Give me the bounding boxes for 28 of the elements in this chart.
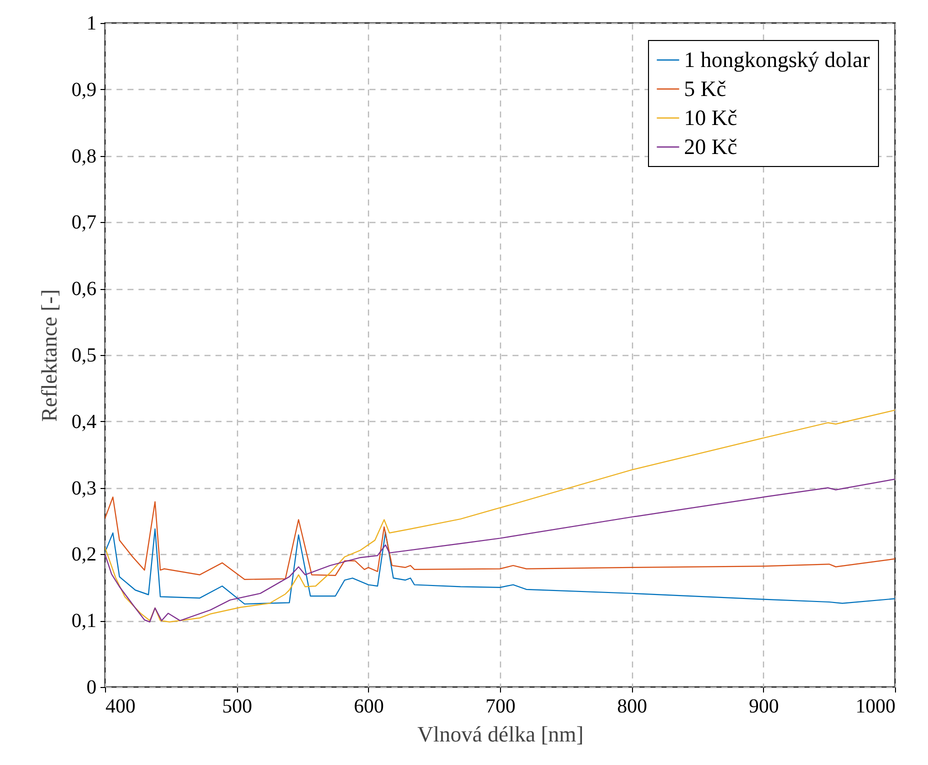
- x-tick-label: 700: [486, 696, 516, 718]
- x-tick-label: 500: [222, 696, 252, 718]
- legend-label: 10 Kč: [684, 105, 738, 130]
- line-series: [105, 478, 895, 622]
- x-tick-label: 1000: [856, 696, 896, 718]
- y-tick-label: 0,8: [72, 145, 96, 168]
- legend-label: 20 Kč: [684, 134, 738, 159]
- y-tick-label: 0: [86, 676, 96, 698]
- line-series: [105, 410, 895, 622]
- x-tick-label: 800: [617, 696, 648, 718]
- x-axis-title: Vlnová délka [nm]: [417, 722, 584, 746]
- x-tick-label: 400: [106, 696, 136, 718]
- y-tick-label: 0,9: [72, 78, 96, 101]
- y-tick-label: 1: [86, 12, 96, 34]
- y-tick-label: 0,6: [72, 278, 96, 300]
- y-tick-label: 0,4: [72, 410, 96, 433]
- y-tick-label: 0,3: [72, 477, 96, 500]
- y-tick-label: 0,2: [72, 544, 96, 566]
- line-series: [105, 528, 895, 605]
- y-tick-label: 0,5: [72, 344, 96, 366]
- y-tick-label: 0,7: [72, 212, 96, 234]
- legend-label: 1 hongkongský dolar: [684, 47, 870, 72]
- line-series: [105, 496, 895, 580]
- x-tick-label: 900: [748, 696, 779, 718]
- x-tick-label: 600: [354, 696, 384, 718]
- y-tick-label: 0,1: [72, 610, 96, 632]
- y-axis-title: Reflektance [-]: [36, 289, 62, 422]
- legend-label: 5 Kč: [684, 76, 726, 101]
